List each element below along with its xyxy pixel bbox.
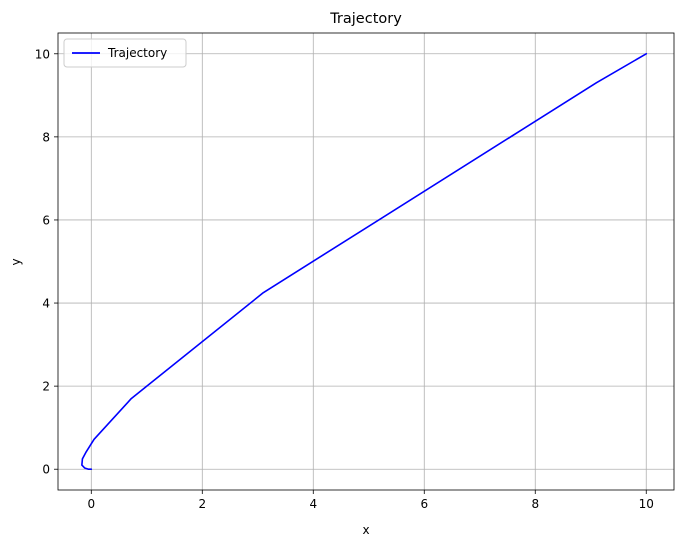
y-tick-label: 4 (42, 297, 50, 311)
x-tick-label: 4 (309, 497, 317, 511)
x-tick-label: 6 (420, 497, 428, 511)
y-tick-label: 6 (42, 213, 50, 227)
x-axis-label: x (362, 523, 369, 537)
x-tick-label: 10 (639, 497, 654, 511)
ticks: 0 2 4 6 8 10 0 2 4 6 8 10 (35, 47, 654, 511)
y-axis-label: y (9, 258, 23, 265)
y-tick-label: 10 (35, 47, 50, 61)
legend-box (63, 38, 187, 68)
legend: Trajectory (63, 38, 187, 68)
series-layer (81, 52, 648, 471)
y-tick-label: 2 (42, 380, 50, 394)
plot-frame (57, 32, 675, 491)
x-tick-label: 8 (531, 497, 539, 511)
series-line-trajectory (81, 52, 648, 471)
y-tick-label: 0 (42, 463, 50, 477)
chart-title: Trajectory (329, 11, 402, 27)
x-tick-label: 2 (198, 497, 206, 511)
legend-label-trajectory: Trajectory (107, 46, 167, 60)
y-tick-label: 8 (42, 130, 50, 144)
x-tick-label: 0 (87, 497, 95, 511)
